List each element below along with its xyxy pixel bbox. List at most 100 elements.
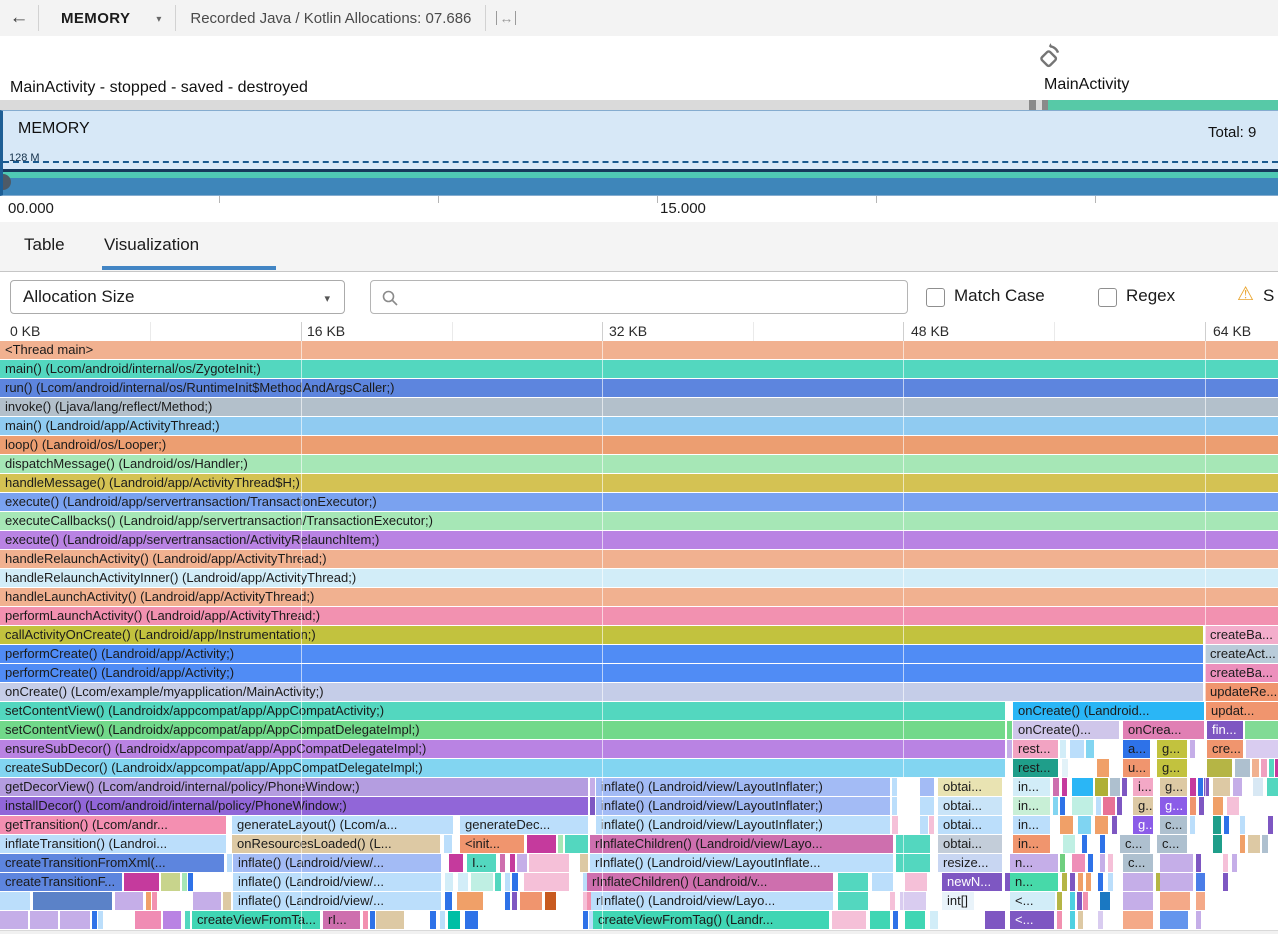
flame-sliver[interactable] [512,892,517,910]
flame-sliver[interactable] [905,873,927,891]
regex-checkbox[interactable] [1098,288,1117,307]
flame-segment[interactable]: rest... [1013,759,1058,777]
flame-segment[interactable]: i... [1133,778,1153,796]
flame-sliver[interactable] [1077,892,1082,910]
flame-sliver[interactable] [505,873,510,891]
flame-sliver[interactable] [529,854,569,872]
flame-sliver[interactable] [1224,816,1229,834]
flame-segment[interactable]: c... [1160,816,1187,834]
flame-segment[interactable]: setContentView() (Landroidx/appcompat/ap… [0,721,1005,739]
flame-sliver[interactable] [1070,892,1075,910]
flame-sliver[interactable] [985,911,1005,929]
flame-sliver[interactable] [896,835,930,853]
flame-sliver[interactable] [370,911,375,929]
flame-sliver[interactable] [163,911,181,929]
flame-sliver[interactable] [838,892,868,910]
flame-sliver[interactable] [1083,892,1088,910]
flame-segment[interactable]: generateDec... [460,816,588,834]
flame-sliver[interactable] [1245,721,1278,739]
flame-segment[interactable]: setContentView() (Landroidx/appcompat/ap… [0,702,1005,720]
flame-sliver[interactable] [1269,759,1274,777]
flame-sliver[interactable] [1160,873,1193,891]
flame-sliver[interactable] [1086,873,1091,891]
flame-sliver[interactable] [1207,759,1232,777]
flame-segment[interactable]: handleMessage() (Landroid/app/ActivityTh… [0,474,1278,492]
flame-sliver[interactable] [920,778,934,796]
flame-segment[interactable]: <init... [460,835,524,853]
flame-segment[interactable]: rInflate() (Landroid/view/LayoutInflate.… [590,854,893,872]
flame-sliver[interactable] [124,873,159,891]
flame-sliver[interactable] [1261,759,1267,777]
flame-sliver[interactable] [545,892,556,910]
flame-segment[interactable]: callActivityOnCreate() (Landroid/app/Ins… [0,626,1203,644]
flame-sliver[interactable] [1053,778,1059,796]
flame-sliver[interactable] [900,892,926,910]
flame-sliver[interactable] [1098,873,1103,891]
flame-segment[interactable]: inflate() (Landroid/view/LayoutInflater;… [596,778,890,796]
flame-segment[interactable]: createBa... [1205,626,1278,644]
flame-sliver[interactable] [1117,797,1122,815]
flame-sliver[interactable] [445,873,453,891]
flame-sliver[interactable] [1112,816,1117,834]
flame-segment[interactable]: rInflateChildren() (Landroid/v... [587,873,833,891]
flame-sliver[interactable] [193,892,221,910]
flame-segment[interactable]: I... [467,854,496,872]
lifecycle-bar[interactable] [0,100,1278,110]
flame-sliver[interactable] [1227,797,1239,815]
flame-sliver[interactable] [1252,759,1259,777]
flame-sliver[interactable] [1057,892,1062,910]
flame-segment[interactable]: obtai... [938,797,1002,815]
flame-segment[interactable]: rInflate() (Landroid/view/Layo... [591,892,833,910]
flame-sliver[interactable] [1078,873,1083,891]
flame-sliver[interactable] [920,816,928,834]
flame-segment[interactable]: performCreate() (Landroid/app/Activity;) [0,645,1203,663]
flame-sliver[interactable] [1235,759,1250,777]
flame-segment[interactable]: n... [1010,854,1058,872]
flame-segment[interactable]: createBa... [1205,664,1278,682]
flame-segment[interactable]: a... [1123,740,1150,758]
flame-segment[interactable]: obtai... [938,816,1002,834]
flame-segment[interactable]: onCreate() (Landroid... [1013,702,1204,720]
flame-segment[interactable]: newN... [942,873,1002,891]
flame-sliver[interactable] [872,873,893,891]
flame-segment[interactable]: u... [1123,759,1150,777]
flame-sliver[interactable] [471,873,493,891]
flame-sliver[interactable] [1078,816,1091,834]
flame-segment[interactable]: invoke() (Ljava/lang/reflect/Method;) [0,398,1278,416]
flame-segment[interactable]: int[] [942,892,974,910]
flame-sliver[interactable] [1086,740,1094,758]
flame-sliver[interactable] [832,911,866,929]
back-icon[interactable]: ← [9,7,29,28]
flame-segment[interactable]: obtai... [938,778,1002,796]
flame-segment[interactable]: generateLayout() (Lcom/a... [232,816,453,834]
flame-sliver[interactable] [1078,911,1083,929]
flame-sliver[interactable] [60,911,90,929]
flame-sliver[interactable] [1005,873,1010,891]
flame-sliver[interactable] [1060,816,1073,834]
flame-segment[interactable]: rest... [1013,740,1058,758]
flame-sliver[interactable] [892,778,897,796]
flame-segment[interactable]: getTransition() (Lcom/andr... [0,816,226,834]
grouping-dropdown[interactable]: Allocation Size ▾ [10,280,345,314]
flame-segment[interactable]: g... [1133,797,1153,815]
flame-segment[interactable]: createTransitionFromXml(... [0,854,224,872]
flame-sliver[interactable] [527,835,556,853]
flame-sliver[interactable] [1100,854,1105,872]
flame-sliver[interactable] [1262,835,1268,853]
flame-segment[interactable]: ensureSubDecor() (Landroidx/appcompat/ap… [0,740,1005,758]
flame-segment[interactable]: rI... [323,911,360,929]
match-case-checkbox[interactable] [926,288,945,307]
flame-sliver[interactable] [1267,778,1278,796]
flame-sliver[interactable] [1160,854,1193,872]
flame-sliver[interactable] [1060,854,1065,872]
flame-sliver[interactable] [1268,816,1273,834]
flame-segment[interactable]: createTransitionF... [0,873,122,891]
flame-sliver[interactable] [146,892,151,910]
flame-sliver[interactable] [1199,797,1204,815]
flame-sliver[interactable] [115,892,143,910]
tab-table[interactable]: Table [24,235,65,254]
flame-segment[interactable]: in... [1013,835,1050,853]
flame-segment[interactable]: onCreate()... [1013,721,1119,739]
flame-sliver[interactable] [590,778,595,796]
flame-sliver[interactable] [1053,797,1058,815]
